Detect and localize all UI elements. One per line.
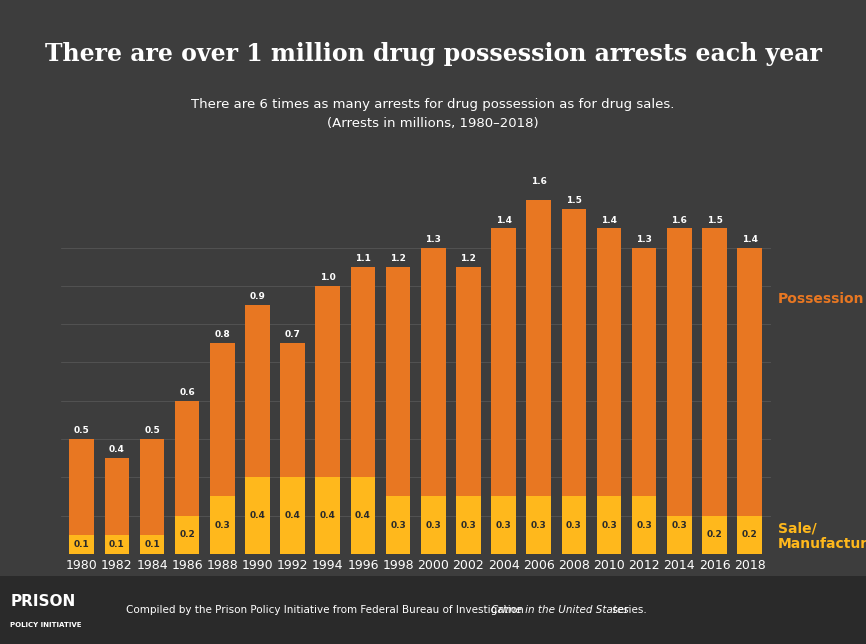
Bar (597, 229, 621, 497)
Text: 1.6: 1.6 (531, 177, 546, 186)
Text: 0.4: 0.4 (355, 511, 371, 520)
Text: 0.1: 0.1 (144, 540, 160, 549)
Text: 0.4: 0.4 (285, 511, 301, 520)
Bar (315, 477, 340, 554)
Bar (175, 401, 199, 516)
Bar (456, 497, 481, 554)
Text: There are 6 times as many arrests for drug possession as for drug sales.: There are 6 times as many arrests for dr… (191, 98, 675, 111)
Text: 1.2: 1.2 (391, 254, 406, 263)
Bar (245, 477, 270, 554)
Text: 1.4: 1.4 (601, 216, 617, 225)
Bar (139, 439, 165, 535)
Bar (632, 497, 656, 554)
Text: 1.2: 1.2 (461, 254, 476, 263)
Text: 0.1: 0.1 (109, 540, 125, 549)
Bar (175, 516, 199, 554)
Text: 0.3: 0.3 (425, 520, 441, 529)
Text: Crime in the United States: Crime in the United States (491, 605, 629, 615)
Text: POLICY INITIATIVE: POLICY INITIATIVE (10, 621, 82, 628)
Bar (667, 229, 692, 516)
Text: 0.4: 0.4 (320, 511, 336, 520)
Text: 0.3: 0.3 (566, 520, 582, 529)
Text: PRISON: PRISON (10, 594, 75, 609)
Text: 0.4: 0.4 (249, 511, 265, 520)
Text: Compiled by the Prison Policy Initiative from Federal Bureau of Investigation: Compiled by the Prison Policy Initiative… (126, 605, 527, 615)
Text: 1.3: 1.3 (425, 234, 441, 243)
Bar (105, 458, 129, 535)
Text: 0.1: 0.1 (74, 540, 89, 549)
Text: 0.3: 0.3 (391, 520, 406, 529)
Text: 0.3: 0.3 (215, 520, 230, 529)
Text: 0.3: 0.3 (461, 520, 476, 529)
Text: 0.3: 0.3 (495, 520, 512, 529)
Bar (667, 516, 692, 554)
Bar (315, 286, 340, 477)
Text: 0.3: 0.3 (531, 520, 546, 529)
Text: 0.6: 0.6 (179, 388, 195, 397)
Bar (281, 343, 305, 477)
Bar (421, 497, 446, 554)
Text: 0.2: 0.2 (742, 530, 758, 539)
Text: 1.5: 1.5 (566, 196, 582, 205)
Bar (69, 439, 94, 535)
Bar (456, 267, 481, 497)
Text: 1.3: 1.3 (637, 234, 652, 243)
Bar (105, 535, 129, 554)
Bar (351, 267, 375, 477)
Bar (702, 229, 727, 516)
Bar (210, 343, 235, 497)
Bar (351, 477, 375, 554)
Bar (421, 247, 446, 497)
Bar (69, 535, 94, 554)
Bar (737, 516, 762, 554)
Bar (385, 497, 410, 554)
Text: 0.8: 0.8 (215, 330, 230, 339)
Text: 0.5: 0.5 (74, 426, 89, 435)
Bar (597, 497, 621, 554)
Text: 1.1: 1.1 (355, 254, 371, 263)
Bar (491, 229, 516, 497)
Bar (632, 247, 656, 497)
Bar (737, 247, 762, 516)
Bar (527, 190, 551, 497)
Text: series.: series. (609, 605, 647, 615)
Text: 0.5: 0.5 (144, 426, 160, 435)
Text: 1.0: 1.0 (320, 273, 336, 282)
Bar (245, 305, 270, 477)
Text: 0.3: 0.3 (637, 520, 652, 529)
Bar (527, 497, 551, 554)
Text: 1.4: 1.4 (495, 216, 512, 225)
Bar (139, 535, 165, 554)
Text: 0.2: 0.2 (179, 530, 195, 539)
Bar (561, 209, 586, 497)
Bar (281, 477, 305, 554)
Text: Possession: Possession (778, 292, 864, 306)
Text: 1.6: 1.6 (671, 216, 688, 225)
Text: 0.3: 0.3 (601, 520, 617, 529)
Text: Sale/
Manufacture: Sale/ Manufacture (778, 521, 866, 551)
Bar (561, 497, 586, 554)
Text: 0.2: 0.2 (707, 530, 722, 539)
Bar (210, 497, 235, 554)
Text: 0.3: 0.3 (671, 520, 688, 529)
Text: 0.4: 0.4 (109, 445, 125, 454)
Text: (Arrests in millions, 1980–2018): (Arrests in millions, 1980–2018) (327, 117, 539, 130)
Text: There are over 1 million drug possession arrests each year: There are over 1 million drug possession… (44, 42, 822, 66)
Bar (385, 267, 410, 497)
Text: 0.7: 0.7 (285, 330, 301, 339)
Text: 0.9: 0.9 (249, 292, 265, 301)
Bar (491, 497, 516, 554)
Bar (702, 516, 727, 554)
Text: 1.4: 1.4 (741, 234, 758, 243)
Text: 1.5: 1.5 (707, 216, 722, 225)
